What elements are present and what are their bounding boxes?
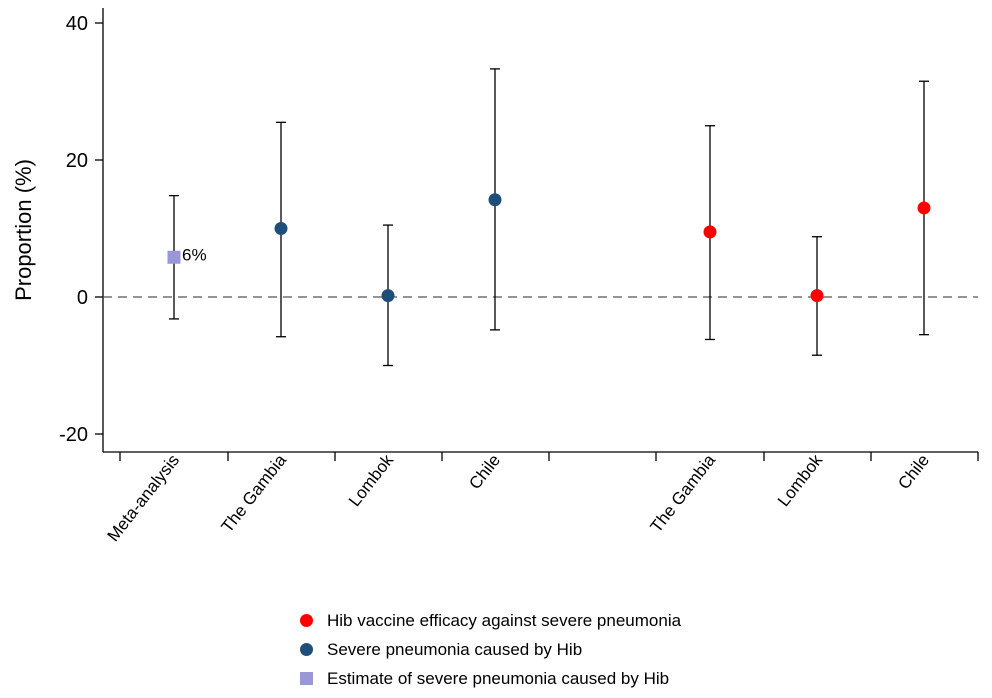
legend-item: Hib vaccine efficacy against severe pneu… [300, 606, 681, 635]
x-category-label: Lombok [774, 450, 827, 510]
y-tick-label: 20 [66, 150, 88, 172]
legend-square-marker [300, 672, 313, 685]
data-point-square [167, 250, 181, 264]
legend-label: Hib vaccine efficacy against severe pneu… [327, 610, 682, 630]
data-point [917, 201, 931, 215]
y-tick-label: -20 [59, 424, 88, 446]
data-point [274, 222, 288, 235]
data-markers: 6% [167, 193, 931, 303]
legend-label: Severe pneumonia caused by Hib [327, 639, 583, 659]
x-category-label: Chile [894, 451, 933, 493]
y-tick-label: 40 [66, 13, 88, 35]
chart: -20 0 20 40 Meta-analysis The Gambia Lombok Ch… [11, 8, 979, 545]
y-axis-ticks: -20 0 20 40 [59, 13, 103, 446]
x-axis-ticks: Meta-analysis The Gambia Lombok Chile The Ga… [104, 450, 979, 545]
y-tick-label: 0 [77, 287, 88, 309]
data-label: 6% [182, 245, 207, 264]
error-bars [169, 68, 929, 367]
legend-item: Severe pneumonia caused by Hib [300, 635, 681, 664]
legend: Hib vaccine efficacy against severe pneu… [300, 606, 681, 693]
legend-item: Estimate of severe pneumonia caused by H… [300, 664, 681, 693]
data-point [488, 193, 502, 207]
x-category-label: The Gambia [218, 450, 291, 536]
x-category-label: Lombok [345, 450, 398, 510]
legend-circle-marker [300, 643, 313, 656]
data-point [381, 289, 395, 303]
legend-label: Estimate of severe pneumonia caused by H… [327, 668, 670, 688]
y-axis-title: Proportion (%) [11, 159, 36, 301]
legend-circle-marker [300, 614, 313, 627]
x-category-label: Meta-analysis [104, 451, 184, 545]
data-point [703, 225, 717, 239]
data-point [810, 289, 824, 303]
x-category-label: The Gambia [647, 450, 720, 536]
x-category-label: Chile [465, 451, 504, 493]
